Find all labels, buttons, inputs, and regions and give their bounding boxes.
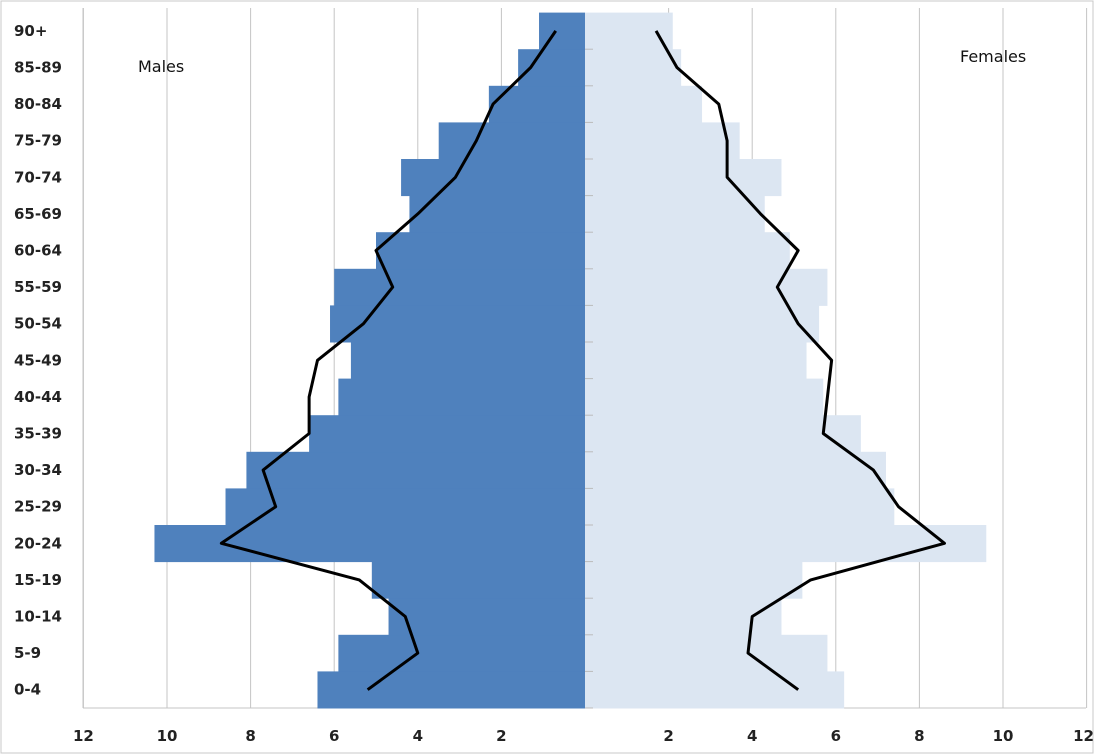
y-tick-label-25-29: 25-29 [14,498,62,516]
x-tick-label-right-4: 4 [747,727,757,745]
y-tick-label-50-54: 50-54 [14,315,62,333]
bar-female-25-29 [585,488,895,526]
bar-male-5-9 [338,634,585,672]
bar-female-5-9 [585,634,828,672]
bar-male-35-39 [309,415,585,453]
bar-male-55-59 [334,268,585,306]
bar-male-65-69 [409,195,585,233]
bar-male-75-79 [438,122,585,160]
bar-female-60-64 [585,232,790,270]
y-tick-label-35-39: 35-39 [14,425,62,443]
bar-male-50-54 [330,305,585,343]
x-tick-label-left-10: 10 [157,727,178,745]
bar-female-10-14 [585,598,782,636]
axis-ticks [585,48,593,709]
y-tick-label-20-24: 20-24 [14,534,62,552]
line-female-trend [654,30,946,691]
bar-female-70-74 [585,159,782,197]
bar-male-80-84 [488,85,585,123]
y-tick-label-60-64: 60-64 [14,242,62,260]
bar-male-25-29 [225,488,585,526]
x-tick-label-right-6: 6 [831,727,841,745]
y-tick-label-75-79: 75-79 [14,132,62,150]
bar-female-20-24 [585,525,987,563]
bar-male-70-74 [401,159,585,197]
y-tick-label-45-49: 45-49 [14,351,62,369]
x-tick-label-left-12: 12 [73,727,94,745]
y-tick-label-0-4: 0-4 [14,681,41,699]
bar-male-30-34 [246,451,586,489]
bar-female-75-79 [585,122,740,160]
annotation-males: Males [138,57,184,76]
x-tick-label-left-2: 2 [496,727,506,745]
bar-female-55-59 [585,268,828,306]
y-tick-label-70-74: 70-74 [14,168,62,186]
bar-female-15-19 [585,561,803,599]
y-tick-label-65-69: 65-69 [14,205,62,223]
x-tick-label-left-4: 4 [413,727,423,745]
y-tick-label-5-9: 5-9 [14,644,41,662]
y-tick-label-85-89: 85-89 [14,59,62,77]
y-tick-label-80-84: 80-84 [14,95,62,113]
x-tick-label-right-12: 12 [1073,727,1094,745]
bar-female-80-84 [585,85,703,123]
bars [154,12,987,709]
y-tick-label-40-44: 40-44 [14,388,62,406]
bar-male-10-14 [388,598,585,636]
bar-female-65-69 [585,195,765,233]
y-tick-label-10-14: 10-14 [14,608,62,626]
y-tick-label-15-19: 15-19 [14,571,62,589]
bar-female-85-89 [585,49,682,87]
x-tick-label-right-10: 10 [993,727,1014,745]
bar-male-15-19 [371,561,585,599]
bar-male-45-49 [350,342,585,380]
bar-female-30-34 [585,451,886,489]
bar-female-50-54 [585,305,820,343]
bar-male-0-4 [317,671,585,709]
bar-female-90+ [585,12,673,50]
x-tick-label-right-2: 2 [663,727,673,745]
bar-female-35-39 [585,415,861,453]
tick-labels: 0-4 5-9 10-14 15-19 20-24 25-29 30-34 35-39 40-4… [14,22,1094,745]
x-tick-label-right-8: 8 [914,727,924,745]
y-tick-label-30-34: 30-34 [14,461,62,479]
trend-lines [219,30,946,691]
annotation-females: Females [960,47,1026,66]
bar-male-60-64 [376,232,585,270]
bar-male-40-44 [338,378,585,416]
bar-male-20-24 [154,525,585,563]
bar-female-45-49 [585,342,807,380]
bar-female-40-44 [585,378,824,416]
y-tick-label-55-59: 55-59 [14,278,62,296]
bar-female-0-4 [585,671,845,709]
x-tick-label-left-8: 8 [245,727,255,745]
x-tick-label-left-6: 6 [329,727,339,745]
y-tick-label-90+: 90+ [14,22,47,40]
line-male-trend [219,30,557,691]
bar-male-85-89 [518,49,585,87]
